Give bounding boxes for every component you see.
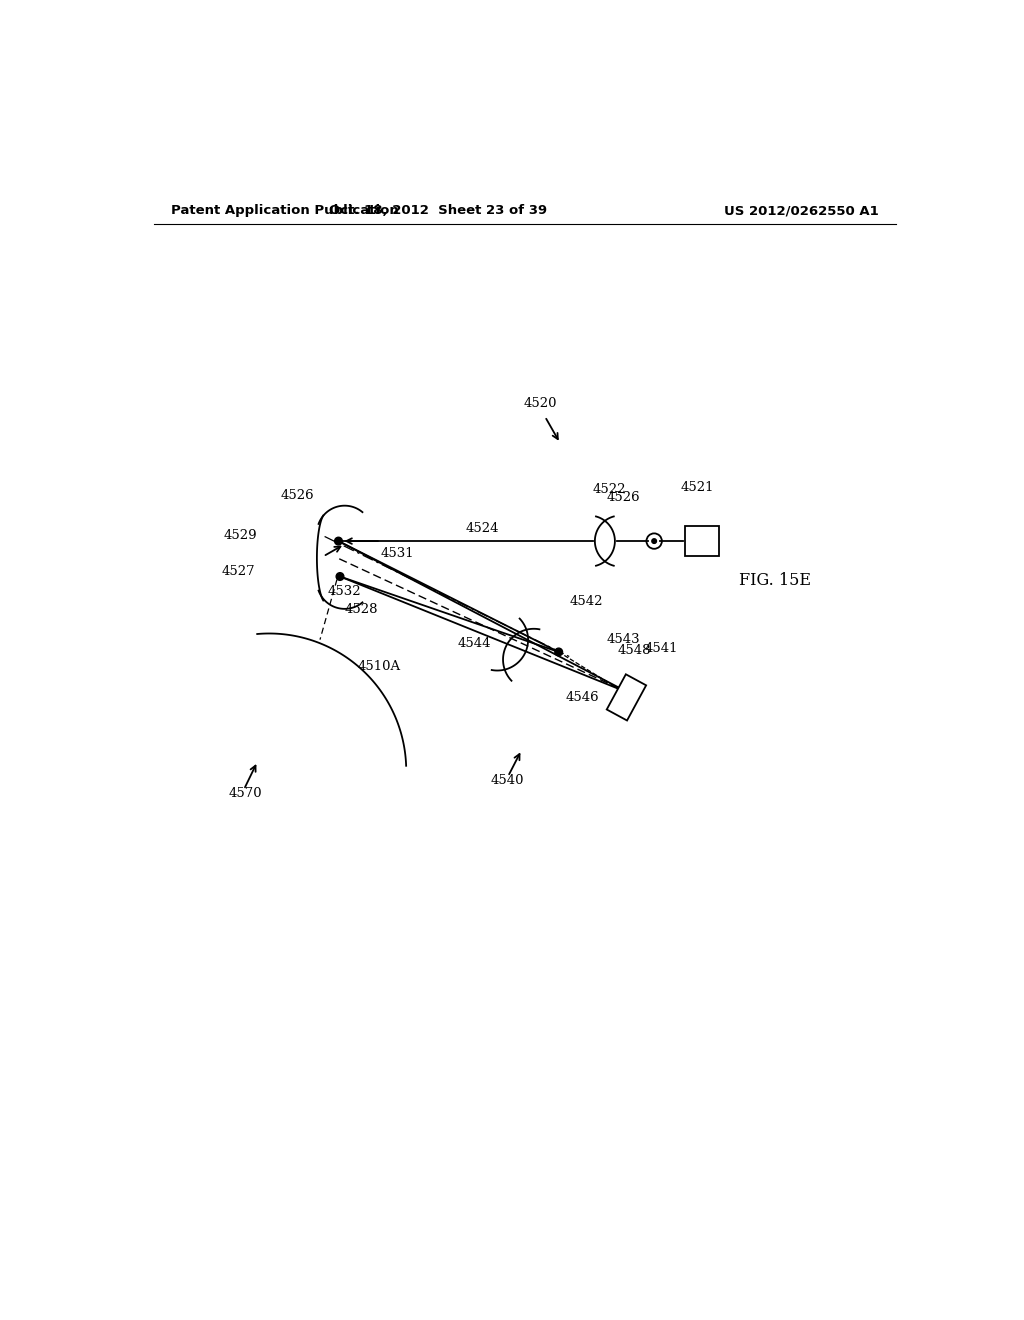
Polygon shape [685, 527, 719, 556]
Text: 4532: 4532 [328, 585, 361, 598]
Circle shape [336, 573, 344, 581]
Text: 4522: 4522 [593, 483, 626, 496]
Text: 4526: 4526 [281, 490, 313, 502]
Text: 4527: 4527 [221, 565, 255, 578]
Text: Patent Application Publication: Patent Application Publication [171, 205, 398, 218]
Circle shape [652, 539, 656, 544]
Text: 4526: 4526 [606, 491, 640, 504]
Text: 4521: 4521 [680, 482, 714, 495]
Polygon shape [607, 675, 646, 721]
Text: 4529: 4529 [224, 529, 258, 543]
Circle shape [555, 648, 562, 656]
Text: 4542: 4542 [569, 594, 603, 607]
Text: 4528: 4528 [345, 603, 378, 616]
Text: 4546: 4546 [565, 690, 599, 704]
Text: US 2012/0262550 A1: US 2012/0262550 A1 [724, 205, 879, 218]
Text: 4520: 4520 [523, 397, 557, 409]
Text: 4524: 4524 [466, 521, 499, 535]
Text: 4570: 4570 [228, 787, 262, 800]
Text: 4541: 4541 [645, 642, 679, 655]
Text: 4510A: 4510A [357, 660, 400, 673]
Circle shape [335, 537, 342, 545]
Text: 4540: 4540 [490, 774, 523, 787]
Text: 4543: 4543 [606, 634, 640, 647]
Text: 4544: 4544 [458, 638, 492, 649]
Text: FIG. 15E: FIG. 15E [739, 572, 811, 589]
Text: 4548: 4548 [617, 644, 651, 657]
Text: 4531: 4531 [381, 546, 415, 560]
Text: Oct. 18, 2012  Sheet 23 of 39: Oct. 18, 2012 Sheet 23 of 39 [330, 205, 548, 218]
